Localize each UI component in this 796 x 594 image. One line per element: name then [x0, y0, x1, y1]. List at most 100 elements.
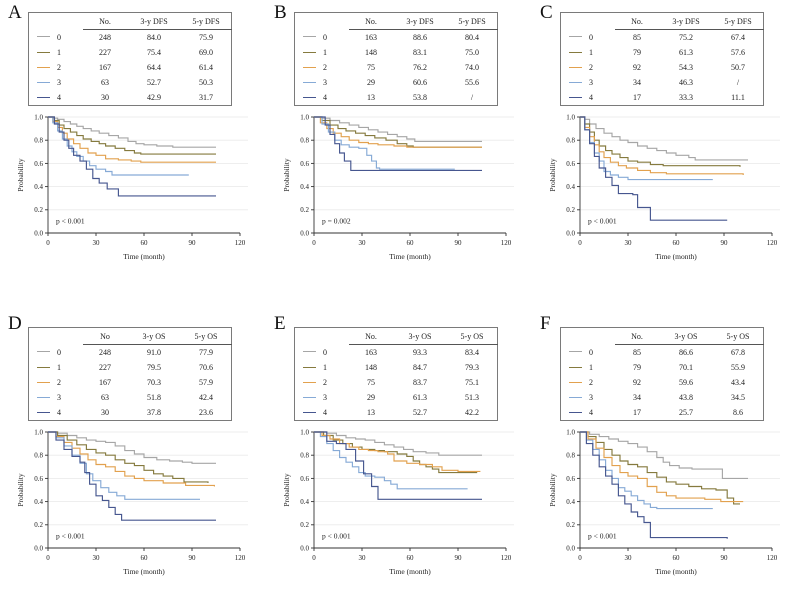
- legend-n-cell: 248: [99, 348, 111, 357]
- legend-table: No. 3-y DFS 5-y DFS 0 85 75.2 67.4 1 79 61.3 57…: [560, 12, 764, 106]
- legend-header-spacer: [29, 328, 84, 345]
- legend-3y-cell: 93.3: [413, 348, 427, 357]
- y-axis-title: Probability: [282, 473, 291, 507]
- km-curve-group-4: [48, 431, 216, 521]
- legend-group-label: 0: [323, 347, 327, 357]
- legend-5y-cell: 55.6: [465, 78, 479, 87]
- legend-n-cell: 79: [633, 363, 641, 372]
- y-tick-label: 0.0: [566, 544, 575, 552]
- legend-3y-cell: 79.5: [147, 363, 161, 372]
- legend-header-3y: 3-y OS: [659, 327, 713, 345]
- y-tick-label: 0.4: [34, 183, 43, 191]
- legend-5y-cell: 67.8: [731, 348, 745, 357]
- legend-line-swatch: [569, 81, 582, 83]
- legend-group-cell: 1: [29, 45, 84, 60]
- km-curve-group-2: [48, 116, 216, 163]
- y-tick-label: 0.6: [300, 160, 309, 168]
- x-tick-label: 0: [46, 554, 50, 562]
- legend-line-swatch: [37, 411, 50, 413]
- legend-group-cell: 4: [29, 405, 84, 421]
- figure-panel: E No. 3-y OS 5-y OS 0 163 93.3 83.4 1 148 84.7…: [266, 297, 532, 594]
- legend-header-spacer: [561, 328, 616, 345]
- y-tick-label: 0.8: [566, 137, 575, 145]
- y-tick-label: 0.4: [566, 183, 575, 191]
- legend-header-no: No.: [349, 327, 393, 345]
- legend-5y-cell: /: [470, 93, 474, 102]
- legend-header-3y: 3-y DFS: [659, 12, 713, 30]
- km-curve-group-0: [580, 431, 748, 479]
- y-tick-label: 0.2: [34, 521, 43, 529]
- legend-row: 2 75 83.7 75.1: [295, 375, 498, 390]
- legend-n-cell: 63: [101, 78, 109, 87]
- y-tick-label: 0.4: [300, 498, 309, 506]
- x-tick-label: 120: [235, 239, 246, 247]
- km-curve-group-4: [580, 431, 728, 539]
- x-tick-label: 90: [455, 554, 463, 562]
- legend-n-cell: 148: [365, 48, 377, 57]
- y-tick-label: 0.0: [34, 544, 43, 552]
- legend-3y-cell: 37.8: [147, 408, 161, 417]
- legend-row: 2 167 70.3 57.9: [29, 375, 232, 390]
- x-tick-label: 0: [578, 239, 582, 247]
- legend-3y-cell: 59.6: [679, 378, 693, 387]
- legend-line-swatch: [303, 366, 316, 368]
- legend-header-3y: 3-y DFS: [127, 12, 181, 30]
- legend-line-swatch: [37, 36, 50, 38]
- legend-row: 2 92 54.3 50.7: [561, 60, 764, 75]
- legend-3y-cell: 61.3: [679, 48, 693, 57]
- y-tick-label: 0.0: [300, 544, 309, 552]
- legend-header-no: No: [83, 327, 127, 345]
- legend-3y-cell: 83.7: [413, 378, 427, 387]
- y-axis-title: Probability: [16, 473, 25, 507]
- legend-line-swatch: [303, 351, 316, 353]
- legend-line-swatch: [37, 66, 50, 68]
- legend-5y-cell: 43.4: [731, 378, 745, 387]
- legend-line-swatch: [569, 411, 582, 413]
- legend-5y-cell: 69.0: [199, 48, 213, 57]
- legend-group-cell: 4: [295, 405, 350, 421]
- legend-group-label: 0: [57, 347, 61, 357]
- legend-row: 4 30 42.9 31.7: [29, 90, 232, 106]
- legend-group-label: 0: [589, 347, 593, 357]
- legend-n-cell: 85: [633, 348, 641, 357]
- legend-group-label: 1: [323, 363, 327, 372]
- legend-table: No. 3-y OS 5-y OS 0 163 93.3 83.4 1 148 84.7 79…: [294, 327, 498, 421]
- y-tick-label: 1.0: [34, 113, 43, 121]
- legend-header-5y: 5-y OS: [713, 327, 764, 345]
- legend-row: 0 248 84.0 75.9: [29, 30, 232, 46]
- legend-header-spacer: [561, 13, 616, 30]
- x-tick-label: 120: [235, 554, 246, 562]
- p-value-label: p < 0.001: [588, 532, 617, 541]
- legend-n-cell: 13: [367, 93, 375, 102]
- legend-row: 3 63 51.8 42.4: [29, 390, 232, 405]
- x-tick-label: 30: [625, 239, 633, 247]
- y-tick-label: 0.8: [300, 137, 309, 145]
- km-curve-group-2: [580, 431, 744, 503]
- legend-5y-cell: 75.1: [465, 378, 479, 387]
- legend-3y-cell: 75.4: [147, 48, 161, 57]
- legend-row: 1 227 79.5 70.6: [29, 360, 232, 375]
- legend-table: No. 3-y OS 5-y OS 0 85 86.6 67.8 1 79 70.1 55.9…: [560, 327, 764, 421]
- legend-header-5y: 5-y DFS: [181, 12, 232, 30]
- legend-group-label: 0: [57, 32, 61, 42]
- legend-row: 1 79 70.1 55.9: [561, 360, 764, 375]
- legend-group-label: 2: [323, 378, 327, 387]
- legend-3y-cell: 52.7: [147, 78, 161, 87]
- legend-table: No. 3-y DFS 5-y DFS 0 248 84.0 75.9 1 227 75.4…: [28, 12, 232, 106]
- legend-header-row: No. 3-y DFS 5-y DFS: [561, 12, 764, 30]
- x-tick-label: 60: [673, 554, 681, 562]
- km-plot: 0 30 60 90 120 0.0 0.2 0.4 0.6 0.8 1.0 Time (month)…: [282, 428, 514, 576]
- y-tick-label: 1.0: [300, 113, 309, 121]
- y-tick-label: 0.6: [566, 475, 575, 483]
- legend-5y-cell: 70.6: [199, 363, 213, 372]
- legend-line-swatch: [37, 96, 50, 98]
- legend-3y-cell: 60.6: [413, 78, 427, 87]
- legend-row: 0 85 86.6 67.8: [561, 345, 764, 361]
- km-curve-group-0: [314, 116, 482, 142]
- legend-row: 3 63 52.7 50.3: [29, 75, 232, 90]
- legend-group-label: 1: [57, 48, 61, 57]
- legend-row: 4 13 53.8 /: [295, 90, 498, 106]
- x-tick-label: 90: [189, 554, 197, 562]
- km-curve-group-4: [314, 431, 482, 500]
- figure-panel: B No. 3-y DFS 5-y DFS 0 163 88.6 80.4 1 148 83…: [266, 0, 532, 297]
